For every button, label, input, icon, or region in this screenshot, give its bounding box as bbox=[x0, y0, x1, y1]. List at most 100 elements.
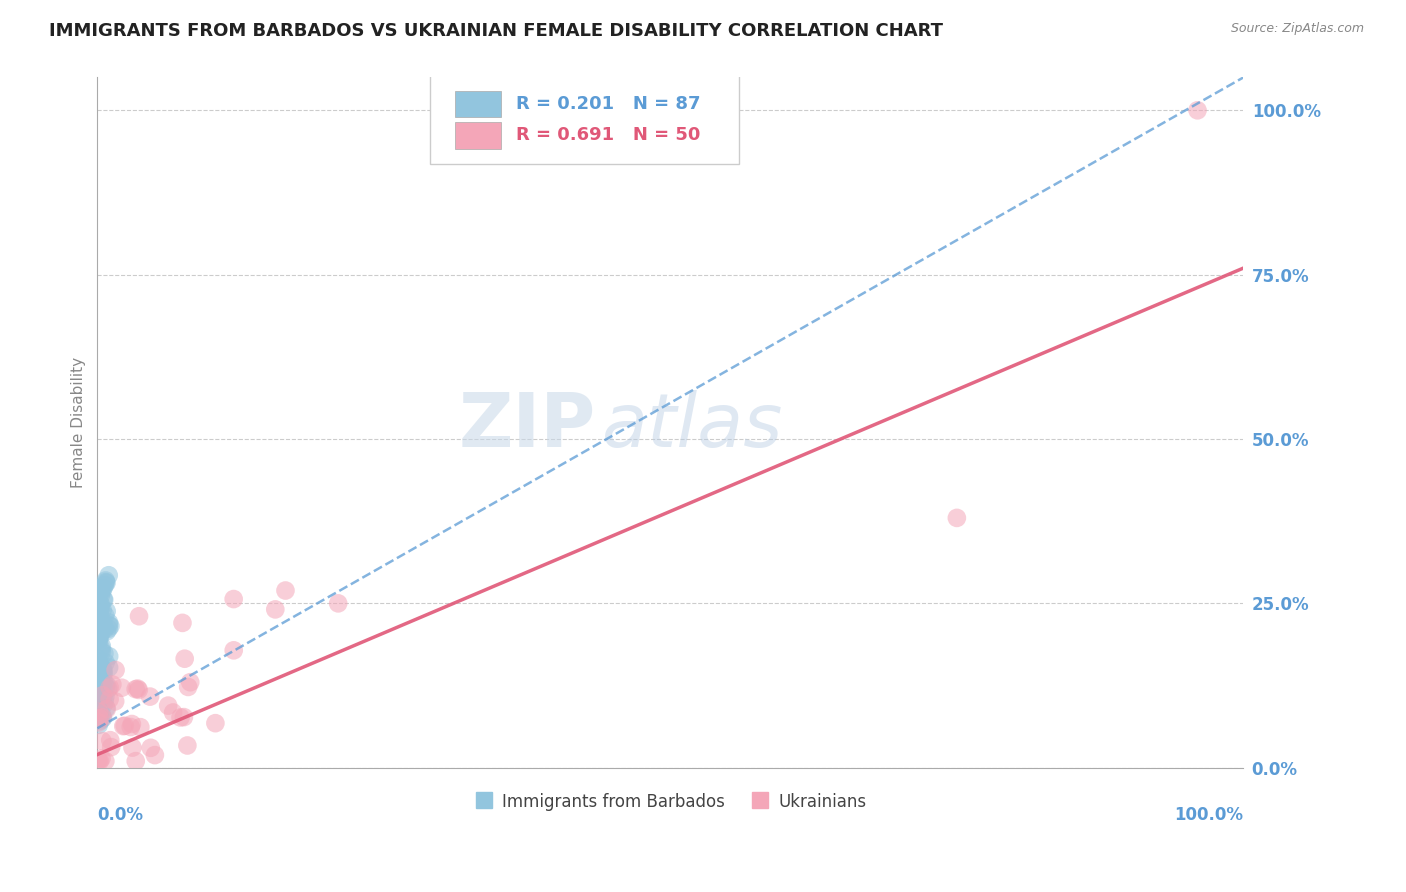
Point bbox=[90, 707, 112, 722]
Point bbox=[91, 677, 114, 691]
Point bbox=[87, 632, 110, 647]
Text: atlas: atlas bbox=[602, 390, 783, 462]
Point bbox=[87, 591, 110, 605]
Point bbox=[172, 615, 194, 630]
Point bbox=[96, 702, 118, 716]
Text: R = 0.201   N = 87: R = 0.201 N = 87 bbox=[516, 95, 700, 112]
Point bbox=[90, 662, 112, 676]
Point bbox=[87, 690, 110, 705]
Point bbox=[129, 720, 152, 734]
Text: IMMIGRANTS FROM BARBADOS VS UKRAINIAN FEMALE DISABILITY CORRELATION CHART: IMMIGRANTS FROM BARBADOS VS UKRAINIAN FE… bbox=[49, 22, 943, 40]
Point bbox=[89, 582, 111, 596]
Point bbox=[89, 582, 111, 597]
Point bbox=[100, 619, 122, 633]
Point bbox=[91, 734, 114, 748]
Point bbox=[89, 676, 111, 690]
Point bbox=[87, 705, 110, 719]
Point bbox=[87, 628, 110, 642]
Point bbox=[104, 663, 127, 677]
Point bbox=[104, 694, 127, 708]
Point bbox=[96, 624, 118, 639]
Point bbox=[87, 754, 110, 768]
Point bbox=[101, 677, 124, 691]
Point bbox=[96, 604, 118, 618]
Point bbox=[87, 632, 110, 647]
Point bbox=[173, 651, 195, 665]
Point bbox=[157, 698, 180, 713]
Point bbox=[93, 647, 115, 661]
Point bbox=[89, 688, 111, 702]
Point bbox=[90, 598, 112, 612]
Point bbox=[264, 602, 287, 616]
Point bbox=[89, 681, 111, 696]
Point bbox=[89, 668, 111, 682]
Point bbox=[93, 622, 115, 636]
Point bbox=[91, 688, 114, 702]
Point bbox=[90, 645, 112, 659]
Point bbox=[90, 613, 112, 627]
Y-axis label: Female Disability: Female Disability bbox=[72, 357, 86, 488]
Point bbox=[179, 675, 201, 690]
Point bbox=[204, 716, 226, 731]
Point bbox=[128, 682, 150, 697]
Point bbox=[90, 627, 112, 641]
Point bbox=[169, 710, 191, 724]
Point bbox=[98, 733, 121, 747]
Legend: Immigrants from Barbados, Ukrainians: Immigrants from Barbados, Ukrainians bbox=[467, 787, 873, 818]
Point bbox=[100, 740, 122, 755]
Point bbox=[94, 680, 117, 694]
Point bbox=[93, 667, 115, 681]
Point bbox=[89, 603, 111, 617]
Point bbox=[89, 621, 111, 635]
Point bbox=[94, 608, 117, 623]
Point bbox=[90, 589, 112, 603]
Point bbox=[89, 686, 111, 700]
Point bbox=[91, 662, 114, 676]
Point bbox=[98, 649, 121, 664]
Point bbox=[90, 616, 112, 631]
FancyBboxPatch shape bbox=[456, 122, 501, 149]
Point bbox=[87, 652, 110, 666]
Point bbox=[90, 639, 112, 653]
Point bbox=[90, 601, 112, 615]
Text: 0.0%: 0.0% bbox=[97, 805, 143, 823]
Point bbox=[98, 692, 121, 706]
Point bbox=[222, 592, 245, 607]
Point bbox=[90, 682, 112, 697]
Point bbox=[90, 642, 112, 657]
Point bbox=[274, 583, 297, 598]
Point bbox=[114, 719, 136, 733]
Point bbox=[97, 618, 120, 632]
Point bbox=[97, 622, 120, 636]
Point bbox=[91, 603, 114, 617]
Point bbox=[89, 690, 111, 705]
Point bbox=[89, 711, 111, 725]
Point bbox=[93, 581, 115, 595]
Point bbox=[91, 711, 114, 725]
Point bbox=[91, 691, 114, 706]
Point bbox=[222, 643, 245, 657]
Point bbox=[94, 574, 117, 588]
Point bbox=[93, 592, 115, 607]
Point bbox=[89, 634, 111, 648]
Point bbox=[90, 665, 112, 679]
Point bbox=[328, 596, 350, 610]
Point bbox=[87, 706, 110, 720]
Point bbox=[90, 614, 112, 628]
Point bbox=[93, 617, 115, 632]
Point bbox=[93, 673, 115, 688]
Point bbox=[93, 698, 115, 712]
Point bbox=[96, 701, 118, 715]
Point bbox=[111, 681, 134, 695]
Point bbox=[90, 751, 112, 765]
Point bbox=[90, 658, 112, 673]
Point bbox=[91, 678, 114, 692]
Point bbox=[91, 665, 114, 679]
Point bbox=[94, 694, 117, 708]
Point bbox=[94, 656, 117, 670]
Point bbox=[94, 578, 117, 592]
Point bbox=[87, 718, 110, 732]
Point bbox=[93, 665, 115, 679]
Point bbox=[946, 511, 969, 525]
Point bbox=[177, 680, 200, 694]
